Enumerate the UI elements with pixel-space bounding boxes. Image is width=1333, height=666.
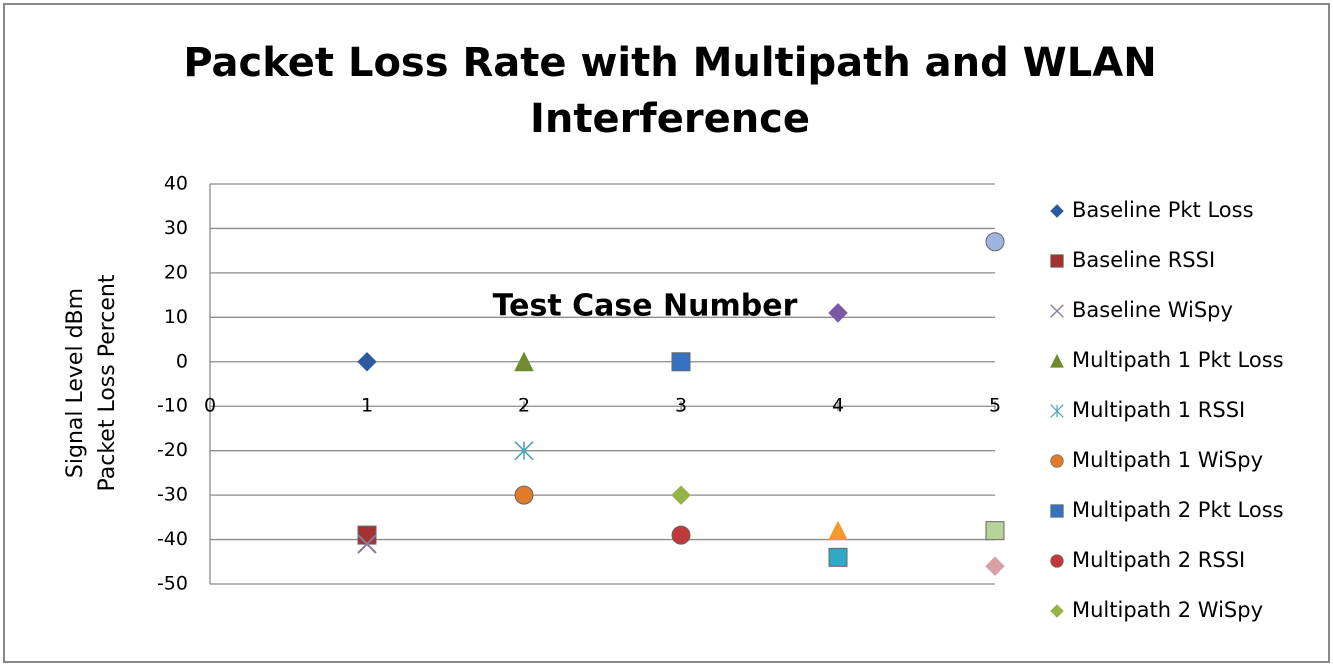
- chart-title: Interference: [530, 96, 810, 142]
- y-tick-label: -30: [157, 484, 188, 506]
- data-point: [985, 556, 1005, 576]
- y-tick-label: 0: [176, 350, 188, 372]
- legend-marker: [1050, 604, 1064, 618]
- y-tick-label: 40: [164, 173, 188, 195]
- legend-label: Baseline WiSpy: [1072, 298, 1233, 322]
- x-tick-label: 1: [361, 395, 373, 417]
- data-point: [357, 525, 377, 545]
- data-point: [357, 352, 377, 372]
- data-point: [514, 351, 534, 372]
- legend-marker: [1050, 204, 1064, 218]
- y-axis-title: Signal Level dBm: [63, 288, 88, 478]
- legend-marker: [1050, 353, 1064, 368]
- x-tick-label: 4: [832, 395, 844, 417]
- x-tick-label: 2: [518, 395, 530, 417]
- legend-label: Multipath 1 RSSI: [1072, 398, 1245, 422]
- y-tick-label: -40: [157, 528, 188, 550]
- legend-marker: [1050, 404, 1064, 418]
- y-tick-label: 20: [164, 261, 188, 283]
- legend-label: Multipath 2 Pkt Loss: [1072, 498, 1284, 522]
- y-tick-label: 30: [164, 217, 188, 239]
- data-point: [828, 303, 848, 323]
- y-tick-label: -20: [157, 439, 188, 461]
- data-point: [671, 485, 691, 505]
- data-point: [514, 485, 534, 505]
- y-tick-label: -10: [157, 395, 188, 417]
- data-point: [985, 521, 1005, 541]
- y-tick-label: -50: [157, 573, 188, 595]
- data-point: [671, 352, 691, 372]
- y-tick-label: 10: [164, 306, 188, 328]
- x-tick-label: 3: [675, 395, 687, 417]
- legend-label: Multipath 1 WiSpy: [1072, 448, 1263, 472]
- legend-label: Multipath 1 Pkt Loss: [1072, 348, 1284, 372]
- data-point: [357, 534, 377, 554]
- legend-label: Multipath 2 RSSI: [1072, 548, 1245, 572]
- y-axis-title: Packet Loss Percent: [95, 274, 120, 491]
- x-axis-title: Test Case Number: [493, 289, 798, 324]
- legend-marker: [1050, 554, 1064, 568]
- data-point: [828, 547, 848, 567]
- data-point: [828, 520, 848, 541]
- legend-marker: [1050, 454, 1064, 468]
- chart-frame: [3, 3, 1330, 663]
- data-point: [985, 232, 1005, 252]
- legend-label: Baseline Pkt Loss: [1072, 198, 1254, 222]
- legend-marker: [1050, 254, 1064, 268]
- data-point: [671, 525, 691, 545]
- chart-title: Packet Loss Rate with Multipath and WLAN: [183, 40, 1156, 86]
- data-point: [514, 441, 534, 461]
- legend-marker: [1050, 304, 1064, 318]
- legend-marker: [1050, 504, 1064, 518]
- legend-label: Baseline RSSI: [1072, 248, 1215, 272]
- legend-label: Multipath 2 WiSpy: [1072, 598, 1263, 622]
- x-tick-label: 5: [989, 395, 1001, 417]
- x-tick-label: 0: [204, 395, 216, 417]
